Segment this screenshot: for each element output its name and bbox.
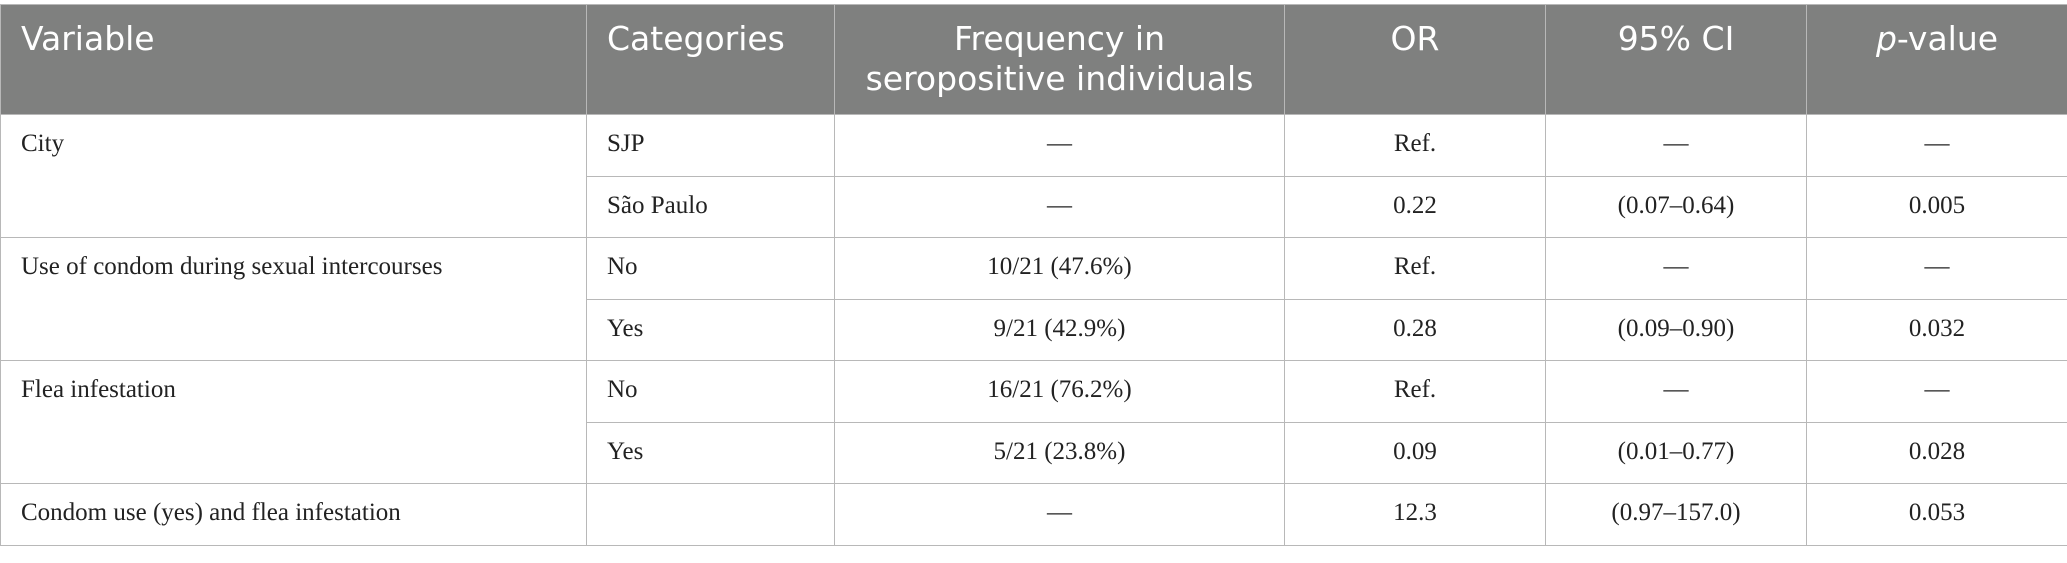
category-cell: São Paulo [586, 175, 835, 238]
pvalue-cell: — [1806, 114, 2067, 177]
category-cell: SJP [586, 114, 835, 177]
or-cell: 0.28 [1284, 298, 1546, 361]
frequency-cell: — [834, 483, 1285, 546]
pvalue-cell: 0.005 [1806, 175, 2067, 238]
header-pvalue-italic: p [1875, 19, 1897, 58]
ci-cell: (0.01–0.77) [1545, 421, 1807, 484]
or-cell: 0.09 [1284, 421, 1546, 484]
header-or: OR [1284, 4, 1546, 115]
header-frequency: Frequency in seropositive individuals [834, 4, 1285, 115]
pvalue-cell: 0.028 [1806, 421, 2067, 484]
table-row: Flea infestation No 16/21 (76.2%) Ref. —… [0, 360, 2067, 484]
frequency-cell: 16/21 (76.2%) [834, 360, 1285, 423]
header-categories: Categories [586, 4, 835, 115]
variable-cell: Flea infestation [0, 360, 587, 484]
table-body: City SJP — Ref. — — São Paulo — 0.22 (0.… [0, 114, 2067, 546]
ci-cell: (0.97–157.0) [1545, 483, 1807, 546]
header-pvalue: p-value [1806, 4, 2067, 115]
table-row: City SJP — Ref. — — [0, 114, 2067, 238]
category-cell: Yes [586, 298, 835, 361]
or-cell: Ref. [1284, 237, 1546, 300]
table-row: Use of condom during sexual intercourses… [0, 237, 2067, 361]
pvalue-cell: 0.053 [1806, 483, 2067, 546]
category-cell [586, 483, 835, 546]
table-header: Variable Categories Frequency in seropos… [0, 4, 2067, 115]
frequency-cell: 10/21 (47.6%) [834, 237, 1285, 300]
results-table: Variable Categories Frequency in seropos… [0, 4, 2067, 546]
pvalue-cell: — [1806, 237, 2067, 300]
frequency-cell: — [834, 175, 1285, 238]
ci-cell: (0.07–0.64) [1545, 175, 1807, 238]
ci-cell: — [1545, 237, 1807, 300]
frequency-cell: 9/21 (42.9%) [834, 298, 1285, 361]
header-frequency-line1: Frequency in [953, 19, 1166, 58]
header-row: Variable Categories Frequency in seropos… [0, 4, 2067, 115]
or-cell: Ref. [1284, 114, 1546, 177]
ci-cell: — [1545, 360, 1807, 423]
ci-cell: (0.09–0.90) [1545, 298, 1807, 361]
table-row: Condom use (yes) and flea infestation — … [0, 483, 2067, 546]
table-row: Yes 5/21 (23.8%) 0.09 (0.01–0.77) 0.028 [1, 421, 2067, 484]
ci-cell: — [1545, 114, 1807, 177]
or-cell: 0.22 [1284, 175, 1546, 238]
or-cell: Ref. [1284, 360, 1546, 423]
header-ci: 95% CI [1545, 4, 1807, 115]
header-variable: Variable [0, 4, 587, 115]
category-cell: No [586, 360, 835, 423]
header-pvalue-rest: -value [1896, 19, 1999, 58]
frequency-cell: 5/21 (23.8%) [834, 421, 1285, 484]
variable-cell: City [0, 114, 587, 238]
variable-cell: Use of condom during sexual intercourses [0, 237, 587, 361]
header-frequency-line2: seropositive individuals [865, 59, 1254, 98]
pvalue-cell: — [1806, 360, 2067, 423]
frequency-cell: — [834, 114, 1285, 177]
pvalue-cell: 0.032 [1806, 298, 2067, 361]
table-row: Yes 9/21 (42.9%) 0.28 (0.09–0.90) 0.032 [1, 298, 2067, 361]
category-cell: No [586, 237, 835, 300]
or-cell: 12.3 [1284, 483, 1546, 546]
category-cell: Yes [586, 421, 835, 484]
variable-cell: Condom use (yes) and flea infestation [0, 483, 587, 546]
